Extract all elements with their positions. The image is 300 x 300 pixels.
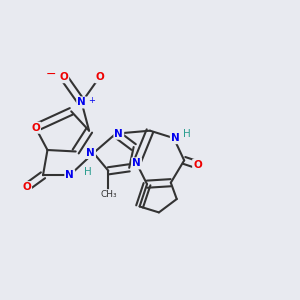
- Text: O: O: [193, 160, 202, 170]
- Text: O: O: [22, 182, 31, 192]
- Text: O: O: [95, 72, 104, 82]
- Text: N: N: [77, 98, 86, 107]
- Text: N: N: [171, 133, 180, 143]
- Text: H: H: [183, 129, 191, 139]
- Text: H: H: [84, 167, 92, 177]
- Text: CH₃: CH₃: [100, 190, 117, 199]
- Text: N: N: [86, 148, 95, 158]
- Text: +: +: [88, 97, 95, 106]
- Text: O: O: [59, 72, 68, 82]
- Text: −: −: [46, 68, 56, 81]
- Text: N: N: [132, 158, 141, 168]
- Text: O: O: [31, 123, 40, 133]
- Text: N: N: [114, 129, 123, 139]
- Text: N: N: [65, 170, 74, 180]
